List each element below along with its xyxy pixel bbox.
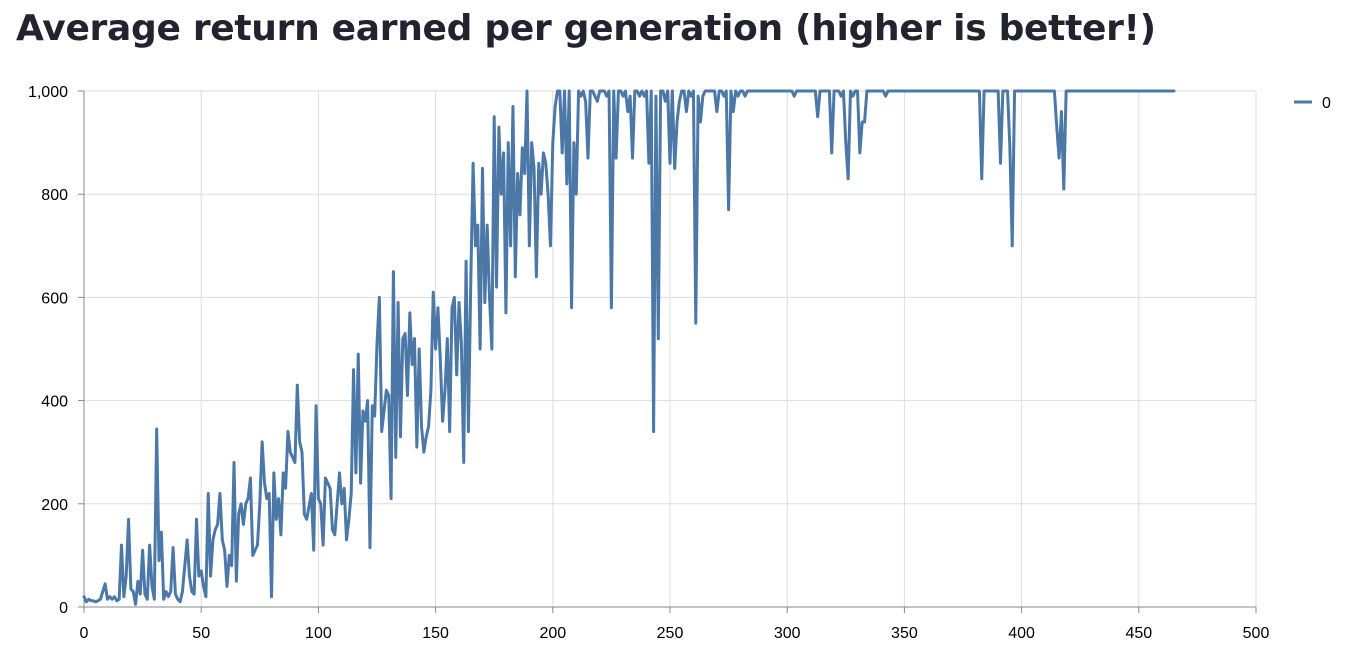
x-tick-label: 100 bbox=[305, 625, 332, 642]
grid-lines bbox=[83, 90, 1257, 608]
series-group bbox=[82, 89, 1176, 606]
chart-title: Average return earned per generation (hi… bbox=[16, 8, 1156, 49]
x-tick-label: 400 bbox=[1008, 625, 1035, 642]
x-tick-label: 500 bbox=[1243, 625, 1270, 642]
axes: 0 50 100 150 200 250 300 350 400 450 500 0 200 400 600… bbox=[28, 84, 1269, 642]
y-tick-label: 1,000 bbox=[28, 84, 68, 101]
legend: 0 bbox=[1294, 95, 1331, 112]
legend-label: 0 bbox=[1322, 95, 1331, 112]
x-tick-label: 50 bbox=[192, 625, 210, 642]
x-tick-label: 0 bbox=[80, 625, 89, 642]
x-tick-label: 150 bbox=[422, 625, 449, 642]
x-tick-label: 200 bbox=[539, 625, 566, 642]
x-tick-label: 300 bbox=[774, 625, 801, 642]
x-tick-label: 350 bbox=[891, 625, 918, 642]
series-line bbox=[82, 89, 1176, 606]
y-tick-label: 800 bbox=[41, 187, 68, 204]
y-tick-label: 0 bbox=[59, 600, 68, 617]
y-tick-label: 400 bbox=[41, 394, 68, 411]
y-tick-label: 600 bbox=[41, 290, 68, 307]
x-tick-label: 450 bbox=[1125, 625, 1152, 642]
y-tick-label: 200 bbox=[41, 497, 68, 514]
x-tick-label: 250 bbox=[657, 625, 684, 642]
